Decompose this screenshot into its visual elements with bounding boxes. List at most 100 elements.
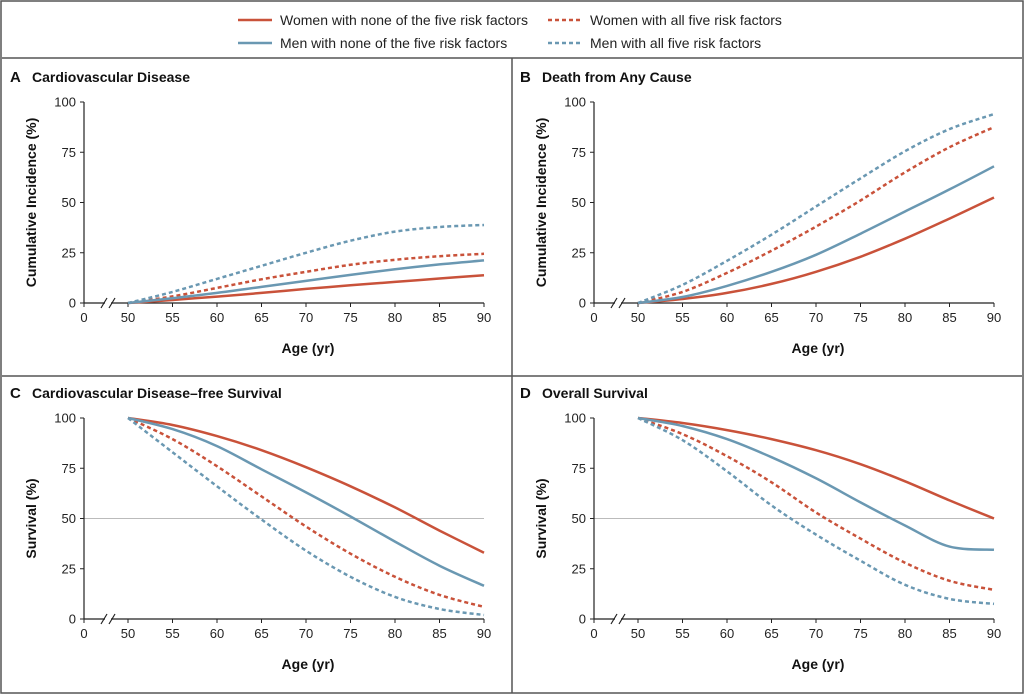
panel-title: Cardiovascular Disease–free Survival <box>32 385 282 401</box>
series-line-3 <box>127 259 485 305</box>
y-axis-label: Cumulative Incidence (%) <box>23 118 39 288</box>
series-line-1 <box>637 416 995 520</box>
x-tick-label: 65 <box>764 626 778 641</box>
panel-letter: B <box>520 69 531 86</box>
x-tick-label: 0 <box>80 626 87 641</box>
y-tick-label: 25 <box>572 245 586 260</box>
y-tick-label: 25 <box>62 561 76 576</box>
panel-title: Cardiovascular Disease <box>32 69 190 85</box>
x-tick-label: 75 <box>853 310 867 325</box>
x-tick-label: 85 <box>942 626 956 641</box>
x-tick-label: 0 <box>590 626 597 641</box>
panel-title: Death from Any Cause <box>542 69 692 85</box>
series-line-2 <box>637 416 995 592</box>
panel-letter: A <box>10 69 21 86</box>
x-tick-label: 80 <box>388 310 402 325</box>
x-tick-label: 60 <box>210 310 224 325</box>
x-tick-label: 0 <box>80 310 87 325</box>
y-axis-label: Cumulative Incidence (%) <box>533 118 549 288</box>
x-tick-label: 50 <box>631 626 645 641</box>
y-tick-label: 100 <box>564 95 586 110</box>
x-tick-label: 70 <box>809 310 823 325</box>
y-tick-label: 50 <box>62 195 76 210</box>
series-line-4 <box>127 223 485 305</box>
y-tick-label: 0 <box>69 296 76 311</box>
x-tick-label: 55 <box>165 310 179 325</box>
y-tick-label: 25 <box>572 561 586 576</box>
x-tick-label: 50 <box>121 626 135 641</box>
legend-label: Men with all five risk factors <box>590 35 761 51</box>
panel-b: B Death from Any Cause 0 25 50 75 100 0 50 55 60 65… <box>520 69 1001 356</box>
y-tick-label: 100 <box>54 95 76 110</box>
x-tick-label: 80 <box>388 626 402 641</box>
x-axis-label: Age (yr) <box>282 340 335 356</box>
panel-letter: D <box>520 385 531 402</box>
panel-letter: C <box>10 385 21 402</box>
x-tick-label: 75 <box>343 310 357 325</box>
legend-item: Men with all five risk factors <box>548 35 761 51</box>
x-tick-label: 90 <box>477 626 491 641</box>
y-tick-label: 50 <box>572 195 586 210</box>
x-tick-label: 50 <box>121 310 135 325</box>
x-tick-label: 55 <box>165 626 179 641</box>
x-tick-label: 85 <box>432 310 446 325</box>
x-axis-label: Age (yr) <box>792 340 845 356</box>
x-tick-label: 80 <box>898 310 912 325</box>
y-tick-label: 0 <box>579 296 586 311</box>
legend-item: Women with all five risk factors <box>548 12 782 28</box>
y-tick-label: 0 <box>579 612 586 627</box>
axis-break-mark <box>100 613 116 625</box>
series-line-1 <box>127 416 485 554</box>
y-tick-label: 25 <box>62 245 76 260</box>
series-line-2 <box>637 125 995 305</box>
y-tick-label: 50 <box>572 511 586 526</box>
x-tick-label: 70 <box>299 626 313 641</box>
x-tick-label: 55 <box>675 626 689 641</box>
series-line-2 <box>127 252 485 305</box>
legend-label: Men with none of the five risk factors <box>280 35 507 51</box>
legend-label: Women with none of the five risk factors <box>280 12 528 28</box>
x-tick-label: 90 <box>477 310 491 325</box>
x-tick-label: 65 <box>764 310 778 325</box>
panel-title: Overall Survival <box>542 385 648 401</box>
x-tick-label: 80 <box>898 626 912 641</box>
x-tick-label: 65 <box>254 310 268 325</box>
x-tick-label: 85 <box>432 626 446 641</box>
panel-d: D Overall Survival 0 25 50 75 100 0 50 55 60 65 70 75… <box>520 385 1001 672</box>
y-axis-label: Survival (%) <box>533 478 549 558</box>
x-tick-label: 70 <box>809 626 823 641</box>
y-tick-label: 75 <box>62 145 76 160</box>
x-tick-label: 75 <box>343 626 357 641</box>
x-tick-label: 85 <box>942 310 956 325</box>
y-tick-label: 100 <box>54 411 76 426</box>
axis-break-mark <box>100 297 116 309</box>
y-tick-label: 50 <box>62 511 76 526</box>
axis-break-mark <box>610 297 626 309</box>
x-tick-label: 60 <box>210 626 224 641</box>
series-line-4 <box>127 417 485 617</box>
legend-item: Men with none of the five risk factors <box>238 35 507 51</box>
y-tick-label: 100 <box>564 411 586 426</box>
series-line-4 <box>637 416 995 606</box>
legend-item: Women with none of the five risk factors <box>238 12 528 28</box>
y-tick-label: 0 <box>69 612 76 627</box>
series-line-1 <box>127 274 485 305</box>
x-tick-label: 60 <box>720 310 734 325</box>
y-tick-label: 75 <box>572 461 586 476</box>
legend-label: Women with all five risk factors <box>590 12 782 28</box>
x-tick-label: 65 <box>254 626 268 641</box>
axis-break-mark <box>610 613 626 625</box>
panels: A Cardiovascular Disease 0 25 50 75 100 0 50 55 60… <box>2 58 1022 693</box>
series-line-1 <box>637 196 995 305</box>
x-tick-label: 60 <box>720 626 734 641</box>
x-tick-label: 90 <box>987 626 1001 641</box>
series-line-3 <box>637 165 995 305</box>
x-tick-label: 55 <box>675 310 689 325</box>
y-tick-label: 75 <box>572 145 586 160</box>
x-tick-label: 75 <box>853 626 867 641</box>
series-line-2 <box>127 416 485 609</box>
panel-c: C Cardiovascular Disease–free Survival 0 25… <box>10 385 491 672</box>
series-line-3 <box>637 416 995 551</box>
y-axis-label: Survival (%) <box>23 478 39 558</box>
